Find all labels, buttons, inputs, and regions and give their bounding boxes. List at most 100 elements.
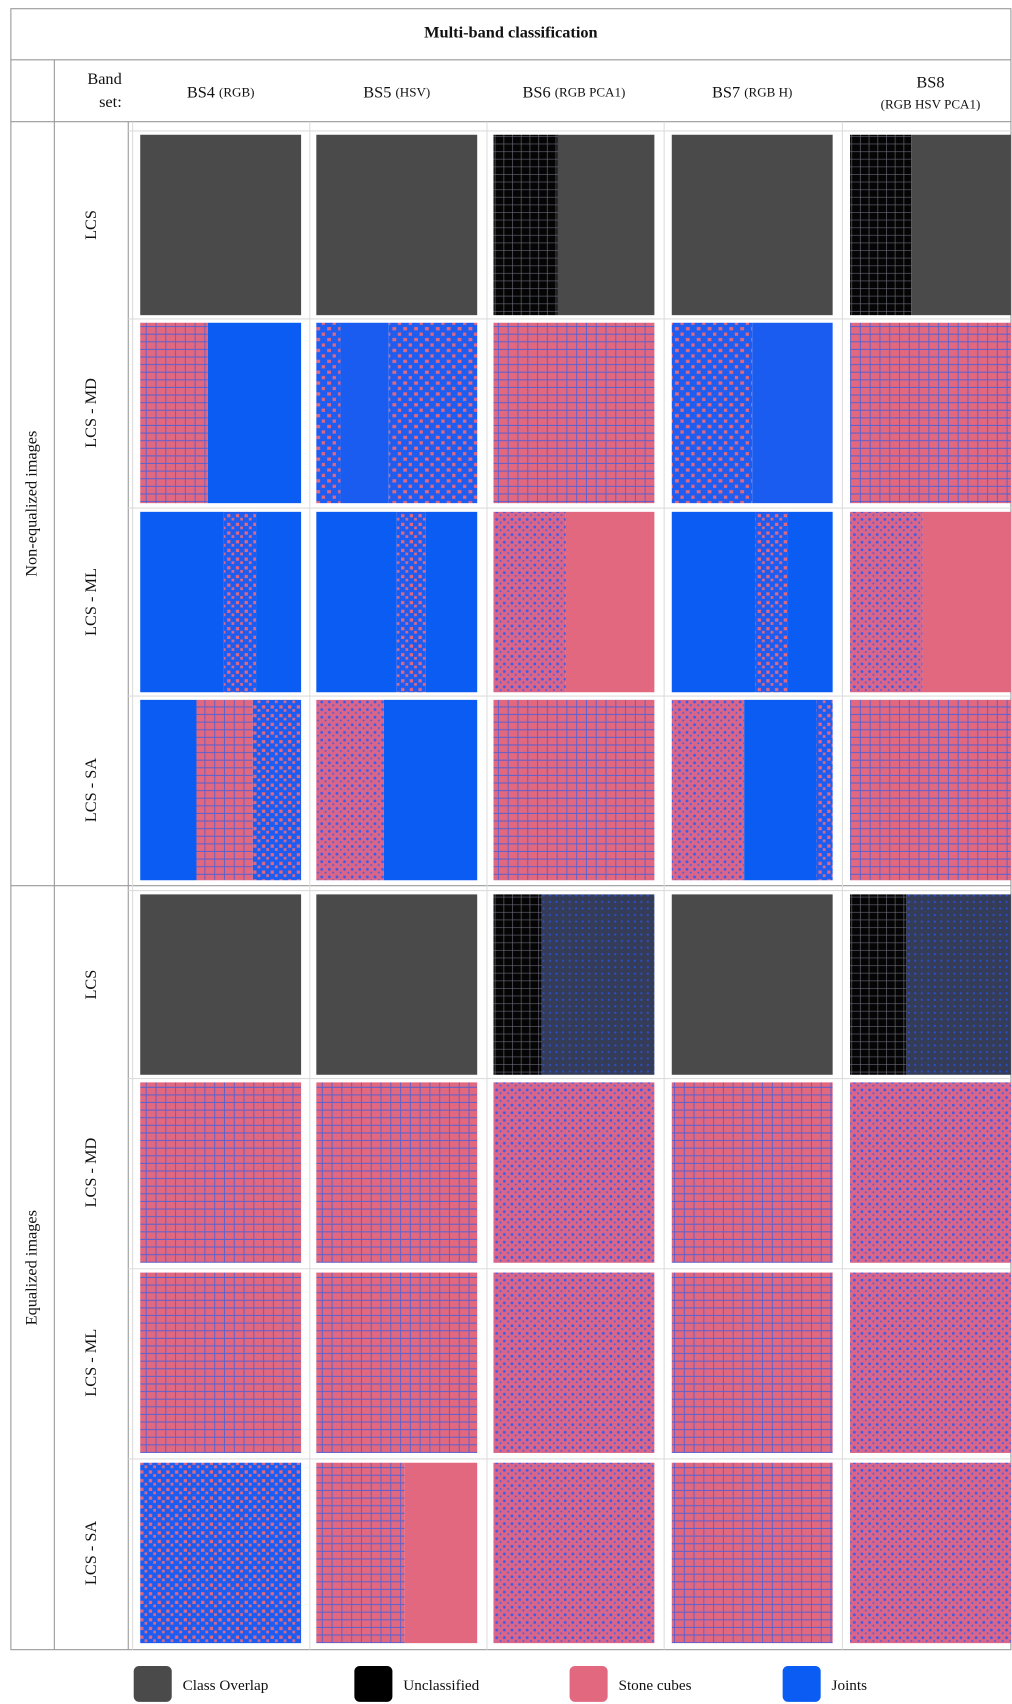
image-region	[906, 894, 1011, 1075]
image-region	[316, 1272, 478, 1453]
image-region	[911, 134, 1011, 316]
column-bands: (RGB HSV PCA1)	[881, 96, 981, 111]
image-region	[671, 1272, 833, 1453]
image-region	[140, 1462, 302, 1644]
row-label: LCS - MD	[81, 378, 100, 448]
classification-image	[140, 134, 302, 316]
column-header: BS7 (RGB H)	[712, 82, 792, 101]
image-region	[671, 894, 833, 1075]
legend-swatch	[133, 1665, 172, 1702]
classification-image	[140, 1082, 302, 1263]
classification-image	[850, 511, 1011, 693]
classification-image	[671, 511, 833, 693]
image-region	[850, 511, 923, 693]
image-region	[316, 894, 478, 1075]
column-header: BS4 (RGB)	[187, 82, 255, 101]
image-region	[140, 1082, 302, 1263]
classification-image	[493, 894, 655, 1075]
classification-image	[140, 1462, 302, 1644]
classification-image	[850, 322, 1011, 504]
image-region	[850, 894, 907, 1075]
column-header: BS6 (RGB PCA1)	[523, 82, 626, 101]
classification-image	[671, 322, 833, 504]
classification-image	[493, 134, 655, 316]
image-region	[850, 1272, 1011, 1453]
image-region	[850, 134, 912, 316]
classification-image	[850, 1082, 1011, 1263]
image-region	[252, 699, 302, 881]
image-region	[140, 894, 302, 1075]
column-bands: (RGB)	[219, 84, 254, 99]
row-label: LCS - ML	[81, 1329, 100, 1397]
column-name: BS6	[523, 82, 551, 101]
classification-image	[140, 699, 302, 881]
image-region	[140, 511, 224, 693]
legend-label: Stone cubes	[619, 1677, 692, 1694]
classification-image	[316, 1272, 478, 1453]
image-region	[316, 134, 478, 316]
image-region	[850, 1082, 1011, 1263]
image-region	[671, 322, 753, 504]
classification-image	[316, 1082, 478, 1263]
classification-image	[850, 1462, 1011, 1644]
image-region	[787, 511, 833, 693]
column-name: BS8	[916, 72, 944, 91]
classification-image	[671, 134, 833, 316]
image-region	[316, 699, 384, 881]
column-bands: (RGB H)	[744, 84, 792, 99]
image-region	[316, 322, 341, 504]
image-region	[493, 1272, 655, 1453]
classification-image	[316, 511, 478, 693]
classification-image	[493, 511, 655, 693]
row-label: LCS - ML	[81, 568, 100, 636]
legend-swatch	[354, 1665, 393, 1702]
image-region	[541, 894, 655, 1075]
image-region	[755, 511, 788, 693]
classification-image	[140, 511, 302, 693]
image-region	[140, 134, 302, 316]
classification-image	[671, 1462, 833, 1644]
legend-swatch	[782, 1665, 821, 1702]
classification-image	[671, 1082, 833, 1263]
classification-image	[140, 1272, 302, 1453]
classification-image	[140, 894, 302, 1075]
classification-image	[850, 1272, 1011, 1453]
classification-image	[493, 322, 655, 504]
image-region	[140, 1272, 302, 1453]
image-region	[493, 322, 655, 504]
column-name: BS7	[712, 82, 740, 101]
image-region	[493, 1462, 655, 1644]
image-region	[223, 511, 257, 693]
column-bands: (RGB PCA1)	[555, 84, 626, 99]
column-header: BS5 (HSV)	[363, 82, 430, 101]
image-region	[316, 1462, 405, 1644]
row-group-label: Equalized images	[21, 1210, 40, 1325]
image-region	[493, 511, 566, 693]
image-region	[671, 1462, 833, 1644]
row-label: LCS	[81, 970, 100, 1000]
image-region	[256, 511, 302, 693]
classification-image	[850, 894, 1011, 1075]
image-region	[207, 322, 302, 504]
image-region	[493, 134, 558, 316]
classification-image	[671, 894, 833, 1075]
image-region	[196, 699, 253, 881]
image-region	[671, 511, 756, 693]
image-region	[396, 511, 426, 693]
image-region	[404, 1462, 478, 1644]
row-label: LCS	[81, 210, 100, 240]
legend-label: Joints	[832, 1677, 868, 1694]
image-region	[340, 322, 389, 504]
classification-image	[316, 1462, 478, 1644]
classification-image	[850, 134, 1011, 316]
image-region	[493, 1082, 655, 1263]
classification-image	[493, 1462, 655, 1644]
image-region	[922, 511, 1011, 693]
image-region	[316, 511, 397, 693]
classification-image	[493, 699, 655, 881]
image-region	[140, 699, 197, 881]
figure-title: Multi-band classification	[424, 22, 597, 41]
column-bands: (HSV)	[395, 84, 430, 99]
classification-image	[140, 322, 302, 504]
column-name: BS4	[187, 82, 215, 101]
